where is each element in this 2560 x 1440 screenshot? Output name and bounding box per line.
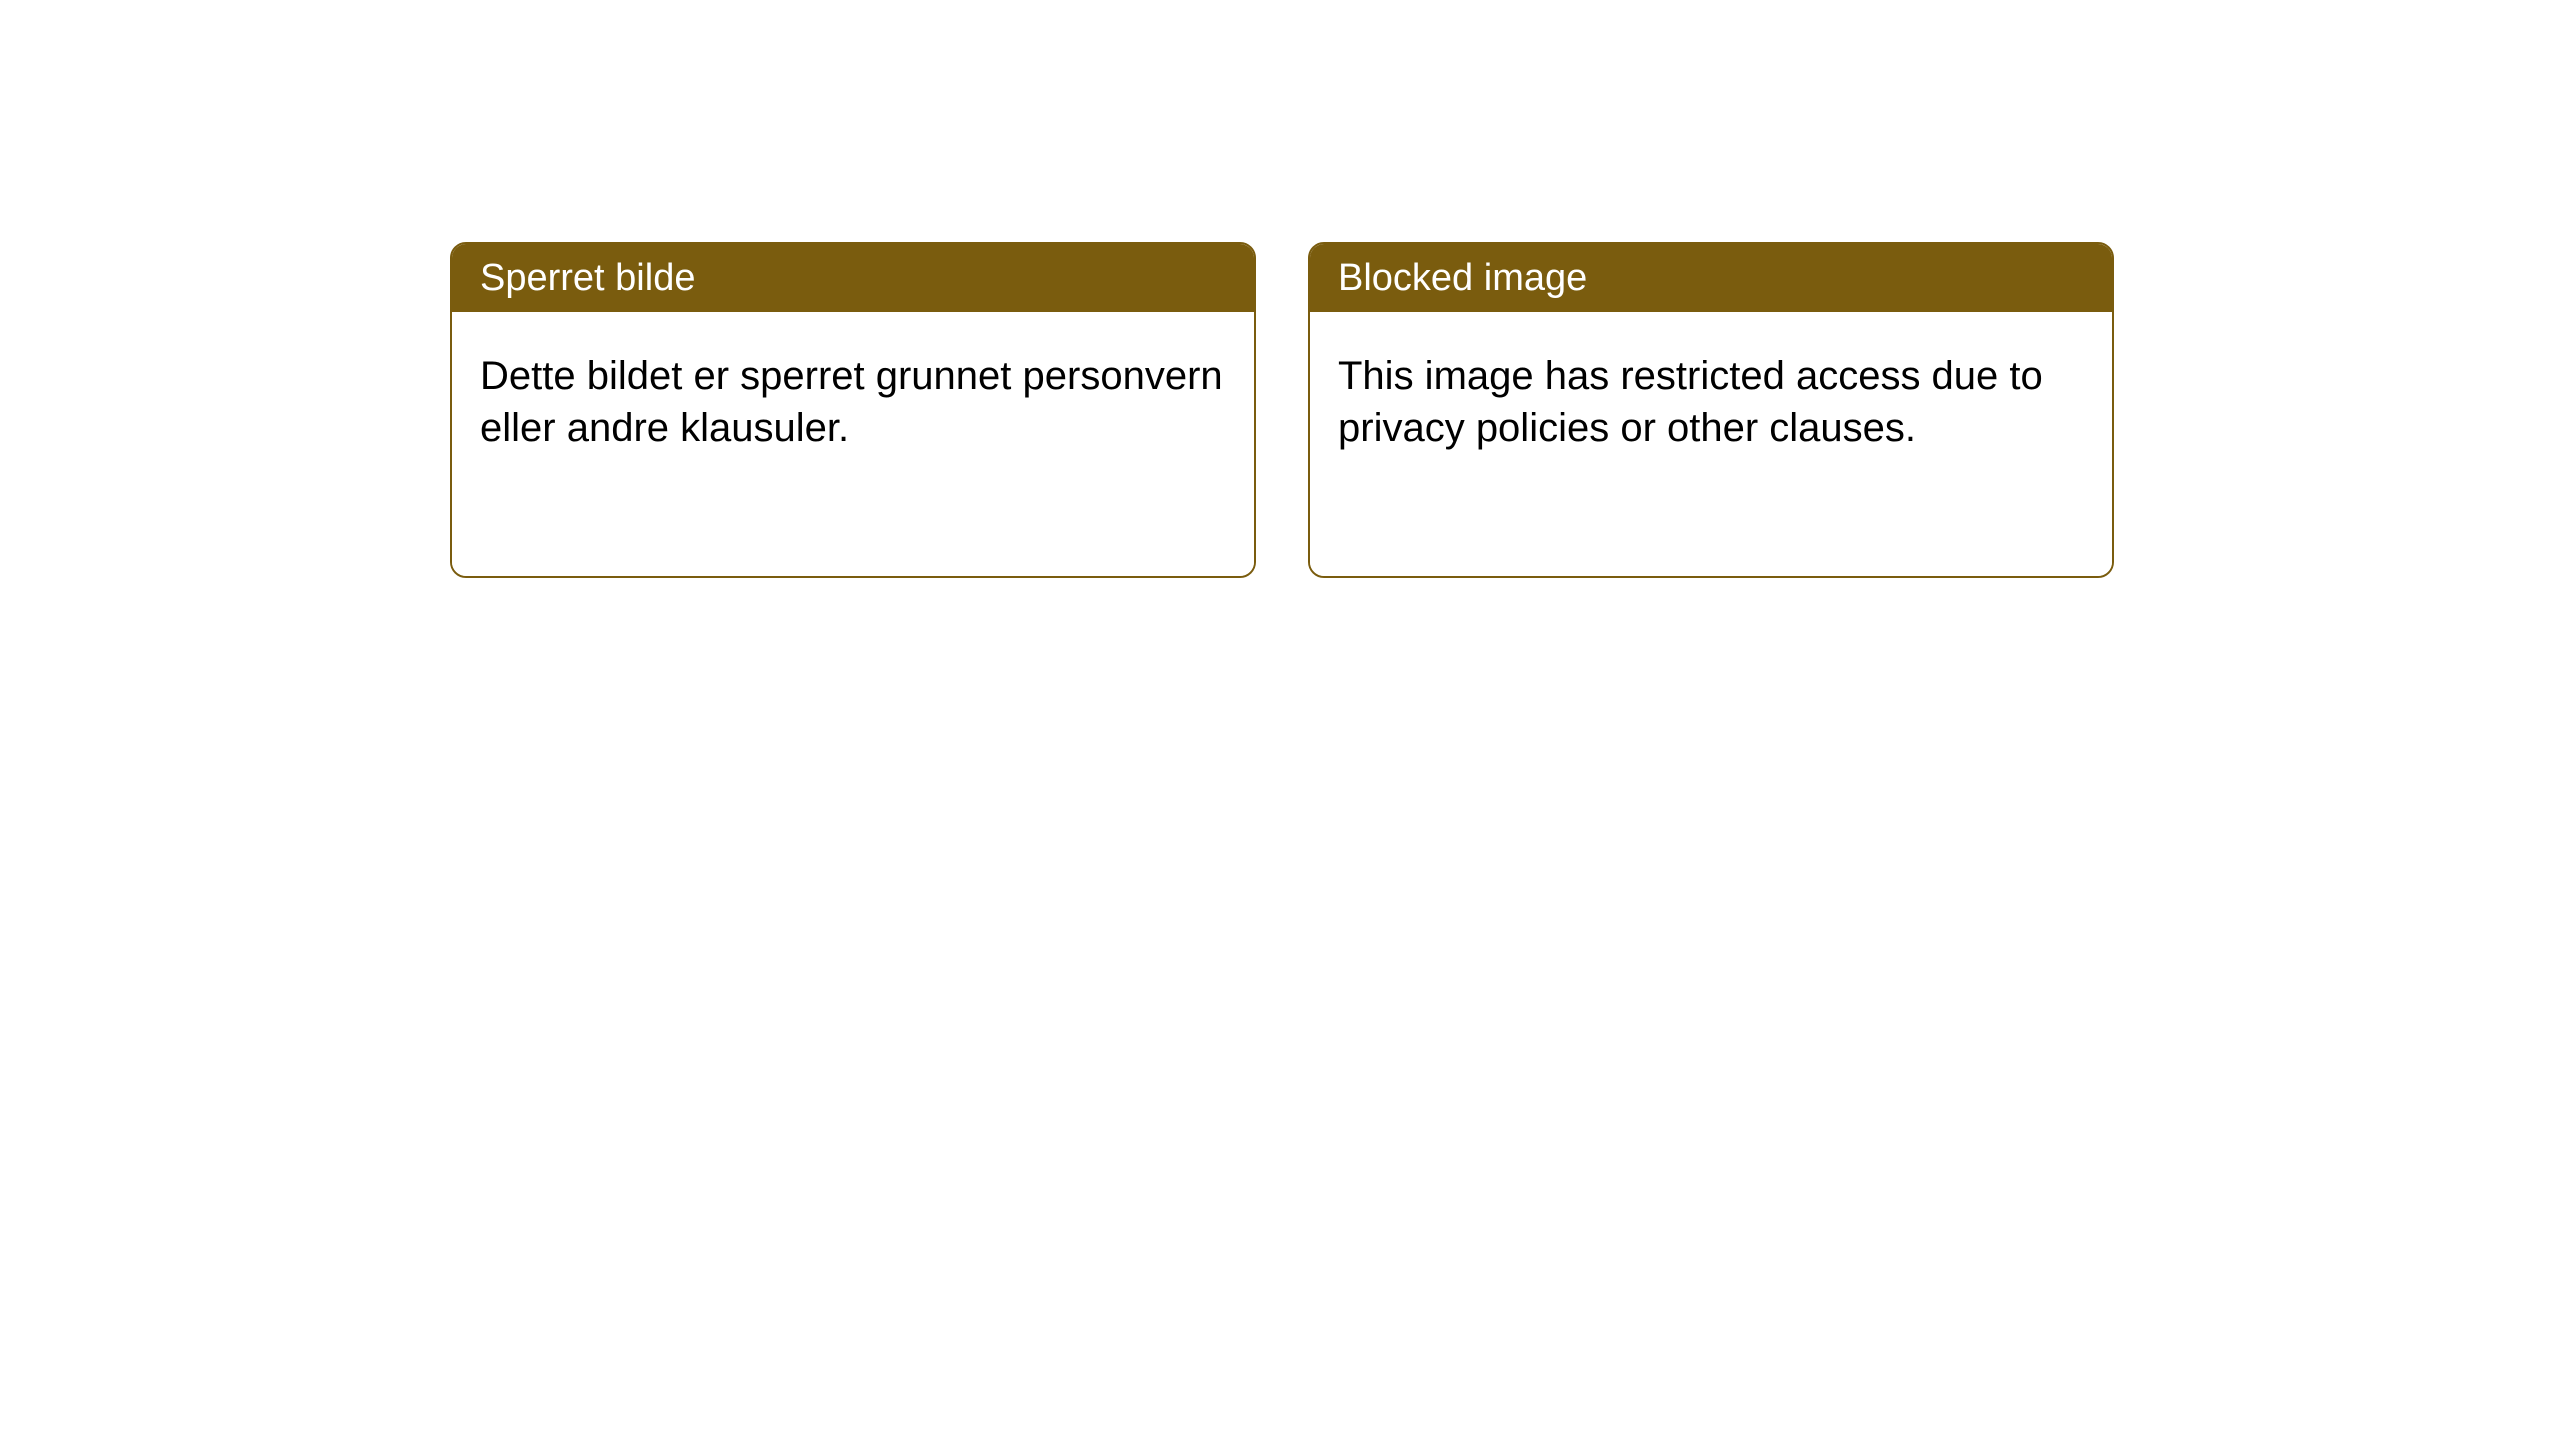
notice-container: Sperret bilde Dette bildet er sperret gr… [0, 0, 2560, 578]
notice-body-norwegian: Dette bildet er sperret grunnet personve… [452, 312, 1254, 576]
notice-card-english: Blocked image This image has restricted … [1308, 242, 2114, 578]
notice-header-norwegian: Sperret bilde [452, 244, 1254, 312]
notice-body-english: This image has restricted access due to … [1310, 312, 2112, 576]
notice-card-norwegian: Sperret bilde Dette bildet er sperret gr… [450, 242, 1256, 578]
notice-header-english: Blocked image [1310, 244, 2112, 312]
